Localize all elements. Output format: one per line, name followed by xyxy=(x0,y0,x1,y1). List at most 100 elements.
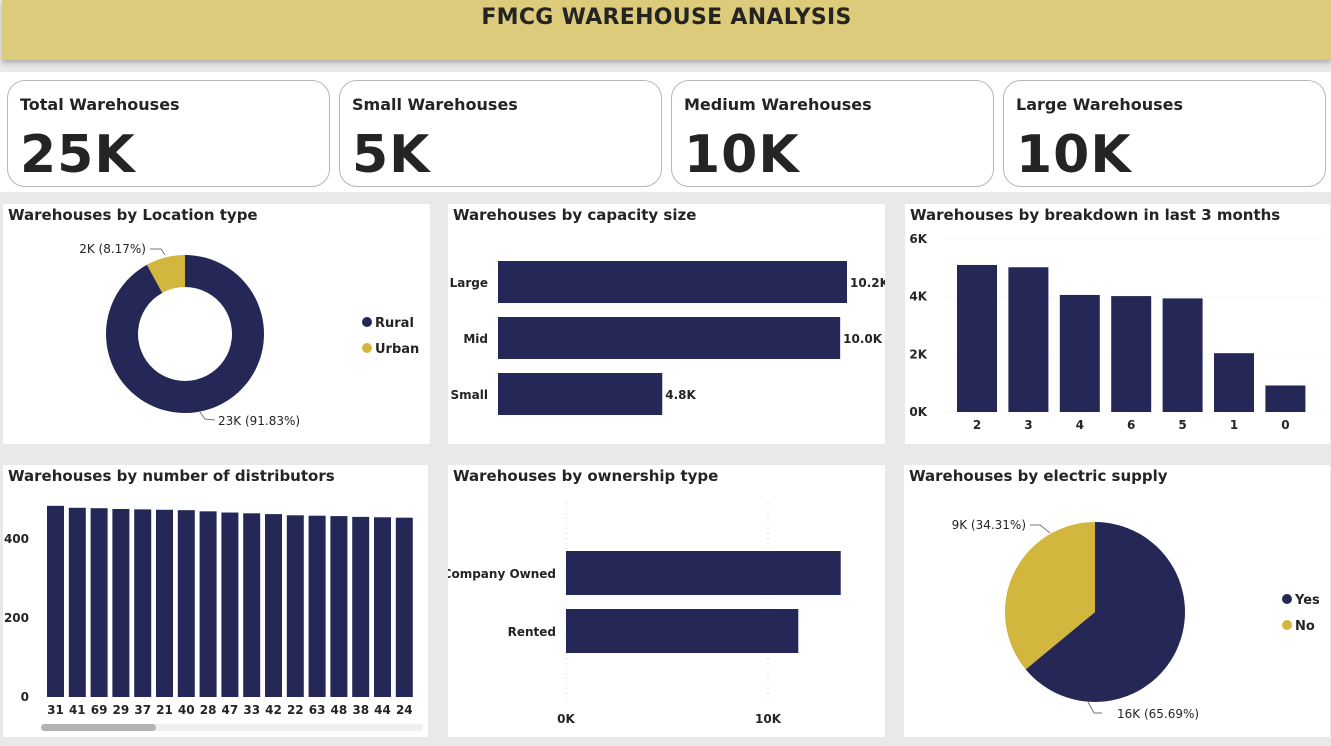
x-tick-label: 48 xyxy=(331,703,348,717)
category-label: Large xyxy=(450,276,488,290)
hbar-chart: 0K 10K Company Owned Rented xyxy=(443,503,841,726)
x-tick-label: 0 xyxy=(1281,418,1289,432)
chart-title: Warehouses by breakdown in last 3 months xyxy=(910,206,1281,224)
leader-line xyxy=(199,411,216,421)
chart-title: Warehouses by electric supply xyxy=(909,467,1168,485)
data-label: 4.8K xyxy=(665,388,696,402)
legend-label-yes: Yes xyxy=(1294,593,1320,608)
bar-mid xyxy=(498,317,841,359)
bar-2 xyxy=(957,264,997,412)
kpi-card-small[interactable]: Small Warehouses 5K xyxy=(339,80,662,187)
x-tick-label: 5 xyxy=(1178,418,1186,432)
pie-slice-yes xyxy=(1025,522,1185,702)
data-label-rural: 23K (91.83%) xyxy=(218,414,300,428)
bar-rented xyxy=(566,609,799,653)
category-label: Rented xyxy=(508,625,556,639)
bar-3 xyxy=(1008,267,1049,412)
x-tick-label: 37 xyxy=(134,703,151,717)
panel-breakdown[interactable]: Warehouses by breakdown in last 3 months… xyxy=(905,204,1330,444)
bar-48 xyxy=(330,516,348,697)
bar-31 xyxy=(47,505,64,697)
panel-ownership[interactable]: Warehouses by ownership type 0K 10K Compan… xyxy=(443,465,885,737)
kpi-value: 25K xyxy=(20,125,136,185)
x-tick-label: 41 xyxy=(69,703,86,717)
category-label: Company Owned xyxy=(448,567,556,581)
data-label: 10.2K xyxy=(850,276,885,290)
bar-company-owned xyxy=(566,551,841,595)
legend-label-rural: Rural xyxy=(375,316,414,331)
leader-line xyxy=(150,248,166,256)
x-tick-label: 63 xyxy=(309,703,326,717)
data-label: 10.0K xyxy=(843,332,883,346)
y-tick-label: 400 xyxy=(4,532,29,546)
legend-dot-rural xyxy=(362,317,372,327)
bar-40 xyxy=(177,510,195,697)
bar-4 xyxy=(1059,294,1100,412)
chart-title: Warehouses by ownership type xyxy=(453,467,719,485)
data-label-yes: 16K (65.69%) xyxy=(1117,707,1199,721)
bar-1 xyxy=(1214,353,1254,412)
x-tick-label: 6 xyxy=(1127,418,1135,432)
chart-title: Warehouses by capacity size xyxy=(453,206,697,224)
x-tick-label: 22 xyxy=(287,703,304,717)
x-tick-label: 1 xyxy=(1230,418,1238,432)
x-tick-label: 28 xyxy=(200,703,217,717)
x-tick-label: 0K xyxy=(557,712,575,726)
y-tick-label: 0 xyxy=(21,690,29,704)
chart-title: Warehouses by Location type xyxy=(8,206,258,224)
bar-44 xyxy=(374,517,391,697)
category-label: Small xyxy=(451,388,488,402)
kpi-label: Medium Warehouses xyxy=(684,95,872,114)
data-label-urban: 2K (8.17%) xyxy=(79,242,146,256)
x-tick-label: 10K xyxy=(755,712,782,726)
legend-dot-urban xyxy=(362,343,372,353)
column-chart: 0 200 400 31 41 69 29 37 21 40 28 47 33 42 22 63 48 38 44 2… xyxy=(4,505,423,731)
x-tick-label: 31 xyxy=(47,703,64,717)
kpi-card-large[interactable]: Large Warehouses 10K xyxy=(1003,80,1326,187)
leader-line xyxy=(1030,524,1051,534)
donut-slice-rural xyxy=(105,255,264,413)
x-tick-label: 33 xyxy=(243,703,260,717)
y-tick-label: 0K xyxy=(909,405,927,419)
bar-small xyxy=(498,373,663,415)
kpi-value: 10K xyxy=(1016,125,1132,185)
kpi-value: 10K xyxy=(684,125,800,185)
legend-dot-yes xyxy=(1282,594,1292,604)
panel-capacity-size[interactable]: Warehouses by capacity size Large 10.2K Mi… xyxy=(448,204,890,444)
y-tick-label: 6K xyxy=(909,232,927,246)
bar-41 xyxy=(68,507,86,697)
pie-chart: 16K (65.69%) 9K (34.31%) Yes No xyxy=(952,518,1320,721)
bar-28 xyxy=(199,511,217,697)
y-tick-label: 4K xyxy=(909,290,927,304)
kpi-label: Small Warehouses xyxy=(352,95,518,114)
panel-distributors[interactable]: Warehouses by number of distributors 0 20… xyxy=(3,465,428,737)
bar-0 xyxy=(1265,385,1306,412)
data-label-no: 9K (34.31%) xyxy=(952,518,1026,532)
legend-label-no: No xyxy=(1295,619,1315,634)
kpi-card-total[interactable]: Total Warehouses 25K xyxy=(7,80,330,187)
panel-location-type[interactable]: Warehouses by Location type 23K (91.83%)… xyxy=(3,204,430,444)
scrollbar-thumb[interactable] xyxy=(41,724,156,731)
leader-line xyxy=(1087,701,1102,714)
bar-21 xyxy=(156,509,173,697)
legend-dot-no xyxy=(1282,620,1292,630)
hbar-chart: Large 10.2K Mid 10.0K Small 4.8K xyxy=(450,261,890,415)
bar-6 xyxy=(1111,296,1152,412)
x-tick-label: 2 xyxy=(973,418,981,432)
bar-33 xyxy=(243,513,261,697)
bar-37 xyxy=(134,509,152,697)
bar-63 xyxy=(308,515,326,697)
pie-slice-no xyxy=(1005,522,1095,670)
x-tick-label: 29 xyxy=(113,703,130,717)
x-tick-label: 40 xyxy=(178,703,195,717)
x-tick-label: 69 xyxy=(91,703,108,717)
bar-29 xyxy=(112,508,130,697)
x-tick-label: 4 xyxy=(1076,418,1084,432)
legend-label-urban: Urban xyxy=(375,342,419,357)
x-tick-label: 38 xyxy=(352,703,369,717)
x-tick-label: 44 xyxy=(374,703,391,717)
kpi-card-medium[interactable]: Medium Warehouses 10K xyxy=(671,80,994,187)
x-tick-label: 3 xyxy=(1024,418,1032,432)
panel-electric-supply[interactable]: Warehouses by electric supply 16K (65.69… xyxy=(904,465,1330,737)
donut-slice-urban xyxy=(146,255,185,293)
